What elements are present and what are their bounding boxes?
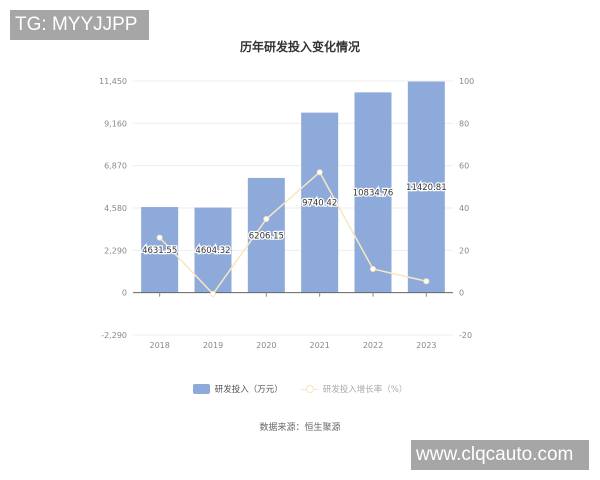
x-tick-label: 2019 <box>203 341 223 350</box>
bar-2022 <box>354 92 392 293</box>
y-left-tick-label: 6,870 <box>104 162 127 171</box>
x-tick-label: 2018 <box>149 341 169 350</box>
bar-value-label: 4631.55 <box>142 246 177 256</box>
y-right-tick-label: 40 <box>459 204 469 213</box>
legend: 研发投入（万元） 研发投入增长率（%） <box>0 383 600 395</box>
legend-bar-swatch-icon <box>192 384 210 394</box>
growth-rate-point <box>156 234 163 241</box>
y-left-tick-label: -2,290 <box>101 331 127 340</box>
growth-rate-line <box>159 171 427 296</box>
x-tick-label: 2020 <box>256 341 276 350</box>
watermark-bottom-right: www.clqcauto.com <box>411 440 589 470</box>
growth-rate-point <box>210 290 216 297</box>
bar-value-label: 9740.42 <box>302 199 337 209</box>
y-right-tick-label: 0 <box>459 289 464 298</box>
x-tick-label: 2023 <box>416 341 436 350</box>
data-source-note: 数据来源：恒生聚源 <box>259 423 341 433</box>
bar-value-label: 6206.15 <box>249 231 284 241</box>
legend-label-rd-investment: 研发投入（万元） <box>214 385 283 395</box>
bar-value-label: 10834.76 <box>353 189 394 199</box>
legend-line-swatch-icon <box>300 384 318 394</box>
y-right-tick-label: 20 <box>459 246 469 255</box>
growth-rate-point <box>423 278 430 285</box>
growth-rate-point <box>316 169 323 176</box>
legend-item-rd-investment[interactable]: 研发投入（万元） <box>192 383 283 395</box>
y-right-tick-label: 80 <box>459 119 469 128</box>
bar-2021 <box>301 112 339 293</box>
bar-2023 <box>407 81 445 293</box>
y-left-tick-label: 4,580 <box>104 204 127 213</box>
growth-rate-point <box>370 265 376 272</box>
y-right-tick-label: 60 <box>459 162 469 171</box>
watermark-top-left: TG: MYYJJPP <box>10 10 149 40</box>
x-tick-label: 2022 <box>363 341 383 350</box>
chart-title: 历年研发投入变化情况 <box>239 40 360 54</box>
bar-value-label: 11420.81 <box>406 183 447 193</box>
legend-label-growth-rate: 研发投入增长率（%） <box>322 385 408 395</box>
y-right-tick-label: -20 <box>459 331 472 340</box>
y-left-tick-label: 0 <box>122 289 127 298</box>
y-left-tick-label: 11,450 <box>99 77 127 86</box>
x-tick-label: 2021 <box>309 341 329 350</box>
legend-item-growth-rate[interactable]: 研发投入增长率（%） <box>300 383 408 395</box>
growth-rate-point <box>263 216 270 223</box>
bar-value-label: 4604.32 <box>195 246 230 256</box>
y-left-tick-label: 9,160 <box>104 119 127 128</box>
bar-2019 <box>194 207 232 293</box>
y-left-tick-label: 2,290 <box>104 246 127 255</box>
y-right-tick-label: 100 <box>459 77 474 86</box>
